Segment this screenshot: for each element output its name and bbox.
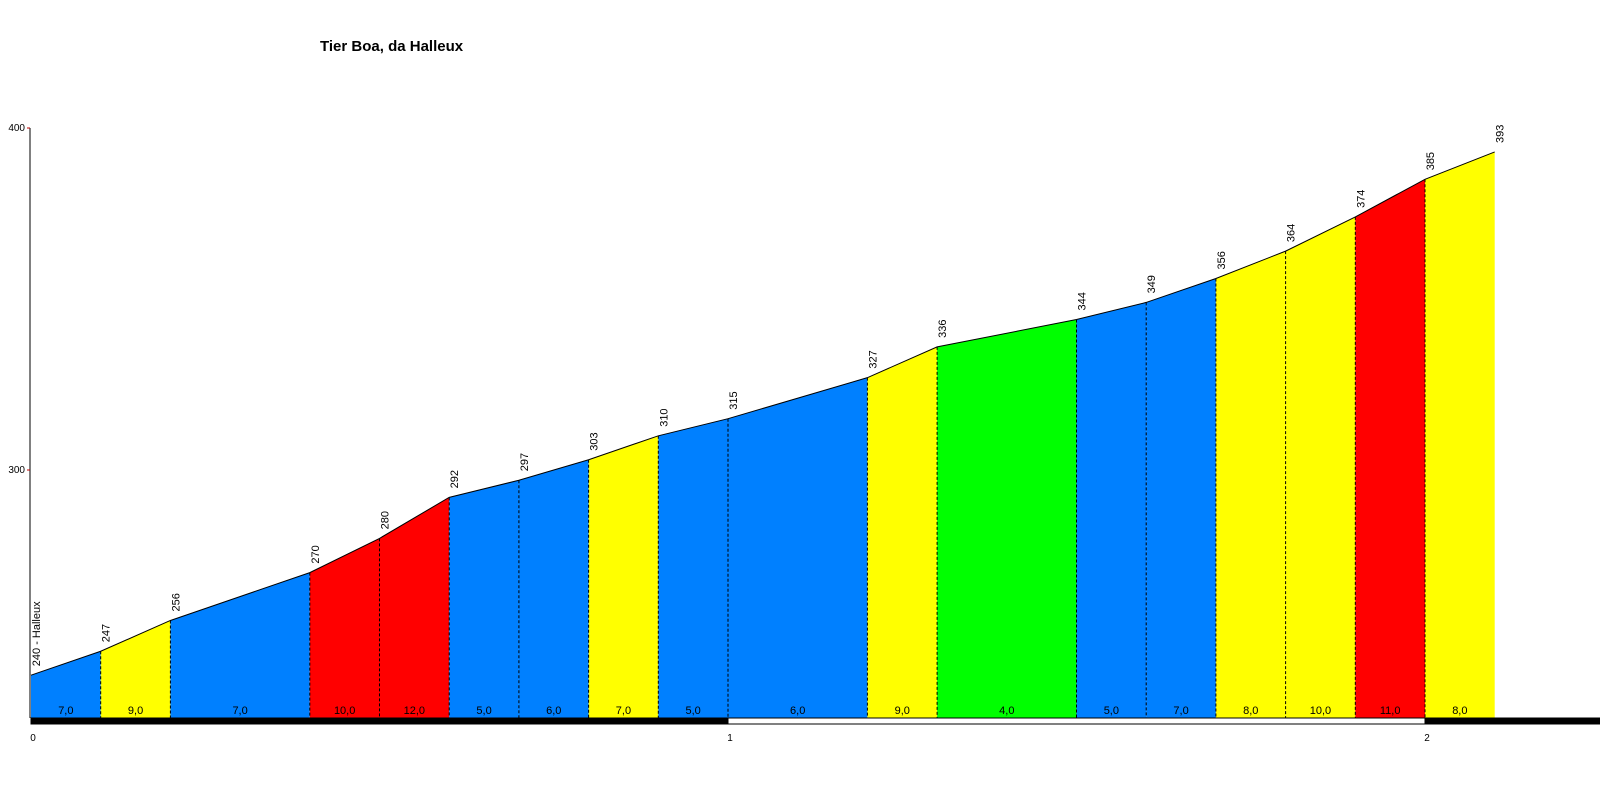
profile-segment (100, 620, 171, 718)
profile-segment (1425, 151, 1495, 718)
elevation-label: 297 (519, 453, 531, 471)
x-axis-km-bar (1424, 717, 1600, 725)
elevation-label: 385 (1425, 152, 1437, 170)
x-axis-km-bar (727, 717, 1426, 725)
gradient-label: 6,0 (790, 705, 805, 717)
elevation-label: 344 (1077, 292, 1089, 310)
elevation-label: 292 (449, 470, 461, 488)
profile-segment (170, 572, 310, 718)
gradient-label: 7,0 (58, 705, 73, 717)
elevation-label: 349 (1146, 275, 1158, 293)
profile-segment (1285, 216, 1356, 719)
elevation-label: 310 (658, 408, 670, 426)
profile-segment (518, 459, 589, 718)
gradient-label: 5,0 (686, 705, 701, 717)
x-tick-label: 0 (30, 733, 36, 744)
y-tick-label: 300 (8, 465, 25, 476)
profile-segment (31, 651, 101, 718)
elevation-label: 270 (310, 545, 322, 563)
elevation-label: 336 (937, 320, 949, 338)
gradient-label: 5,0 (476, 705, 491, 717)
profile-segment (867, 346, 938, 718)
elevation-label: 247 (101, 624, 113, 642)
elevation-label: 256 (170, 593, 182, 611)
gradient-label: 7,0 (1173, 705, 1188, 717)
gradient-label: 10,0 (334, 705, 355, 717)
elevation-label: 315 (728, 391, 740, 409)
gradient-label: 10,0 (1310, 705, 1331, 717)
y-tick-label: 400 (8, 123, 25, 134)
elevation-label: 393 (1495, 125, 1507, 143)
x-axis-km-bar (30, 717, 729, 725)
gradient-label: 6,0 (546, 705, 561, 717)
profile-segment (309, 538, 380, 718)
elevation-label: 303 (589, 432, 601, 450)
x-tick-label: 1 (727, 733, 733, 744)
gradient-label: 8,0 (1452, 705, 1467, 717)
elevation-label: 327 (867, 350, 879, 368)
profile-segment (588, 435, 659, 718)
profile-segment (658, 418, 728, 718)
profile-segment (1076, 302, 1147, 718)
gradient-label: 8,0 (1243, 705, 1258, 717)
gradient-label: 9,0 (128, 705, 143, 717)
gradient-label: 4,0 (999, 705, 1014, 717)
elevation-label: 374 (1355, 190, 1367, 208)
chart-title: Tier Boa, da Halleux (320, 38, 464, 55)
x-tick-label: 2 (1424, 733, 1430, 744)
profile-segment (937, 319, 1077, 718)
profile-segment (1355, 179, 1425, 719)
gradient-label: 7,0 (232, 705, 247, 717)
profile-segment (379, 497, 450, 718)
profile-segment (728, 377, 868, 718)
profile-segment (449, 480, 519, 718)
gradient-label: 11,0 (1380, 705, 1401, 717)
elevation-label: 356 (1216, 251, 1228, 269)
profile-segment (1215, 251, 1286, 718)
profile-segment (1146, 278, 1216, 718)
gradient-label: 9,0 (895, 705, 910, 717)
gradient-label: 5,0 (1104, 705, 1119, 717)
gradient-label: 12,0 (404, 705, 425, 717)
elevation-label: 364 (1286, 224, 1298, 242)
elevation-label: 280 (380, 511, 392, 529)
gradient-label: 7,0 (616, 705, 631, 717)
elevation-label: 240 - Halleux (31, 601, 43, 666)
